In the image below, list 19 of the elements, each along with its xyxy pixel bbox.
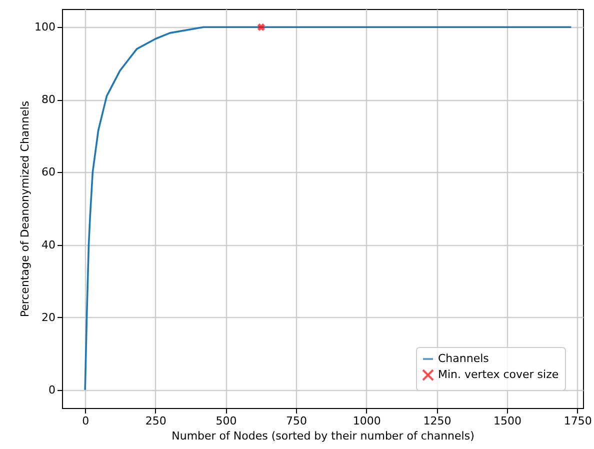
line-series	[84, 26, 572, 391]
x-tick-label: 750	[286, 414, 308, 428]
y-tick-label: 100	[34, 20, 56, 34]
x-tick-label: 500	[216, 414, 237, 428]
x-tick-label: 250	[145, 414, 166, 428]
x-tick-label: 1500	[494, 414, 522, 428]
legend-label: Min. vertex cover size	[438, 368, 559, 381]
x-axis-title: Number of Nodes (sorted by their number of channels)	[172, 430, 474, 442]
x-tick-label: 1250	[423, 414, 452, 428]
y-tick-label: 0	[48, 383, 56, 396]
y-tick-label: 60	[42, 166, 56, 179]
x-tick-label: 1750	[564, 414, 592, 428]
x-tick-label: 0	[82, 414, 90, 428]
y-tick-label: 80	[42, 93, 56, 106]
legend-label: Channels	[438, 352, 490, 365]
y-tick-label: 20	[42, 310, 56, 324]
y-tick-label: 40	[42, 238, 56, 252]
x-tick-label: 1000	[352, 414, 381, 428]
y-axis-title: Percentage of Deanonymized Channels	[18, 100, 32, 318]
